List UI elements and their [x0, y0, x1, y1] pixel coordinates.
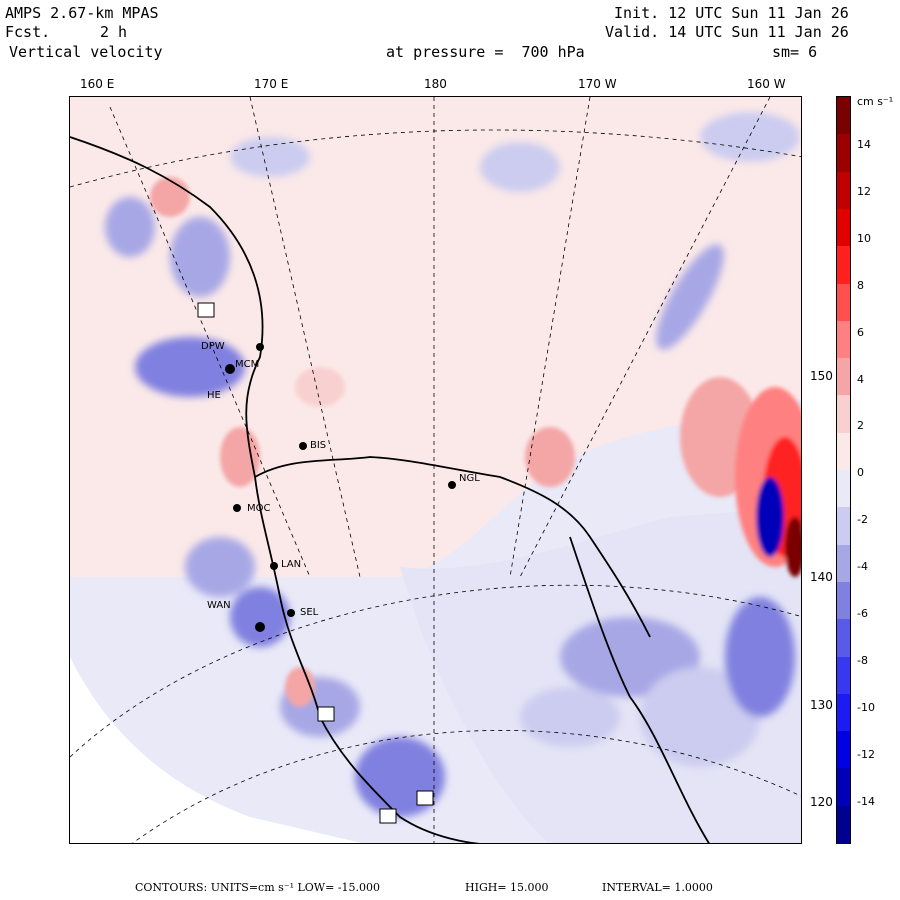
colorbar-tick-label: 2 [857, 419, 864, 433]
colorbar-swatch [837, 731, 850, 770]
lon-label-160e: 160 E [80, 77, 115, 91]
colorbar-swatch [837, 283, 850, 322]
station-dpw-label: DPW [201, 341, 225, 352]
colorbar-swatch [837, 358, 850, 397]
colorbar-swatch [837, 693, 850, 733]
pressure-level: at pressure = 700 hPa [386, 43, 585, 61]
station-moc-label: MOC [247, 503, 271, 514]
lon-label-170w: 170 W [578, 77, 617, 91]
colorbar-tick-label: -4 [857, 560, 868, 574]
footer-contours: CONTOURS: UNITS=cm s⁻¹ LOW= -15.000 [135, 881, 381, 894]
station-markers [225, 343, 456, 632]
valid-time: Valid. 14 UTC Sun 11 Jan 26 [605, 23, 849, 41]
station-wan-marker[interactable] [255, 622, 265, 632]
station-sel-marker[interactable] [287, 609, 295, 617]
lon-label-170e: 170 E [254, 77, 289, 91]
station-moc-marker[interactable] [233, 504, 241, 512]
colorbar-swatch [837, 656, 850, 695]
station-wan-label: WAN [207, 600, 231, 611]
station-he-label: HE [207, 390, 221, 401]
colorbar-tick-label: -12 [857, 747, 875, 761]
variable-name: Vertical velocity [9, 43, 163, 61]
colorbar-swatch [837, 507, 850, 546]
colorbar-tick-label: 8 [857, 278, 864, 292]
station-bis-marker[interactable] [299, 442, 307, 450]
colorbar-tick-label: 0 [857, 466, 864, 480]
colorbar-tick-label: -14 [857, 794, 875, 808]
colorbar-tick-label: -6 [857, 607, 868, 620]
colorbar-swatch [837, 320, 850, 360]
footer-interval: INTERVAL= 1.0000 [602, 881, 713, 894]
velocity-map[interactable]: DPW MCM HE BIS NGL MOC LAN WAN SEL [69, 96, 802, 844]
colorbar-tick-label: -2 [857, 513, 868, 527]
colorbar-swatch [837, 619, 850, 658]
lon-label-180: 180 [424, 77, 447, 91]
colorbar-tick-label: 6 [857, 325, 864, 339]
forecast-hour: 2 h [100, 23, 128, 41]
colorbar-tick-label: -8 [857, 653, 868, 667]
colorbar-swatch [837, 544, 850, 583]
no-data-corner [70, 657, 362, 843]
smoothing: sm= 6 [772, 43, 818, 61]
coastline [70, 136, 710, 843]
colorbar-swatch [837, 171, 850, 210]
colorbar-swatch [837, 97, 850, 136]
colorbar-tick-label: -10 [857, 700, 875, 714]
colorbar-swatch [837, 208, 850, 248]
colorbar-swatch [837, 395, 850, 434]
station-sel-label: SEL [300, 607, 319, 618]
colorbar-tick-label: 14 [857, 138, 871, 151]
station-lan-marker[interactable] [270, 562, 278, 570]
map-canvas [70, 97, 801, 843]
model-title: AMPS 2.67-km MPAS [5, 4, 159, 22]
station-lan-label: LAN [281, 559, 302, 570]
station-dpw-marker[interactable] [256, 343, 264, 351]
contour-label-boxes [197, 302, 434, 824]
station-ngl-label: NGL [459, 473, 480, 484]
graticule [70, 97, 801, 843]
colorbar [836, 96, 851, 844]
colorbar-swatch [837, 134, 850, 173]
colorbar-swatch [837, 768, 850, 807]
colorbar-swatch [837, 432, 850, 471]
colorbar-units: cm s⁻¹ [857, 95, 894, 108]
colorbar-swatch [837, 246, 850, 285]
colorbar-swatch [837, 805, 850, 844]
lon-label-160w: 160 W [747, 77, 786, 91]
station-bis-label: BIS [310, 440, 327, 451]
station-ngl-marker[interactable] [448, 481, 456, 489]
init-time: Init. 12 UTC Sun 11 Jan 26 [614, 4, 849, 22]
colorbar-tick-label: 4 [857, 372, 864, 386]
colorbar-tick-label: 10 [857, 231, 871, 245]
forecast-label: Fcst. [5, 23, 51, 41]
colorbar-tick-label: 12 [857, 184, 871, 198]
colorbar-swatch [837, 470, 850, 509]
station-mcm-marker[interactable] [225, 364, 235, 374]
footer-high: HIGH= 15.000 [465, 881, 549, 894]
colorbar-swatch [837, 581, 850, 621]
weak-ascent-region [70, 97, 801, 577]
strong-vertical-motion [735, 387, 801, 577]
station-mcm-label: MCM [235, 359, 260, 370]
